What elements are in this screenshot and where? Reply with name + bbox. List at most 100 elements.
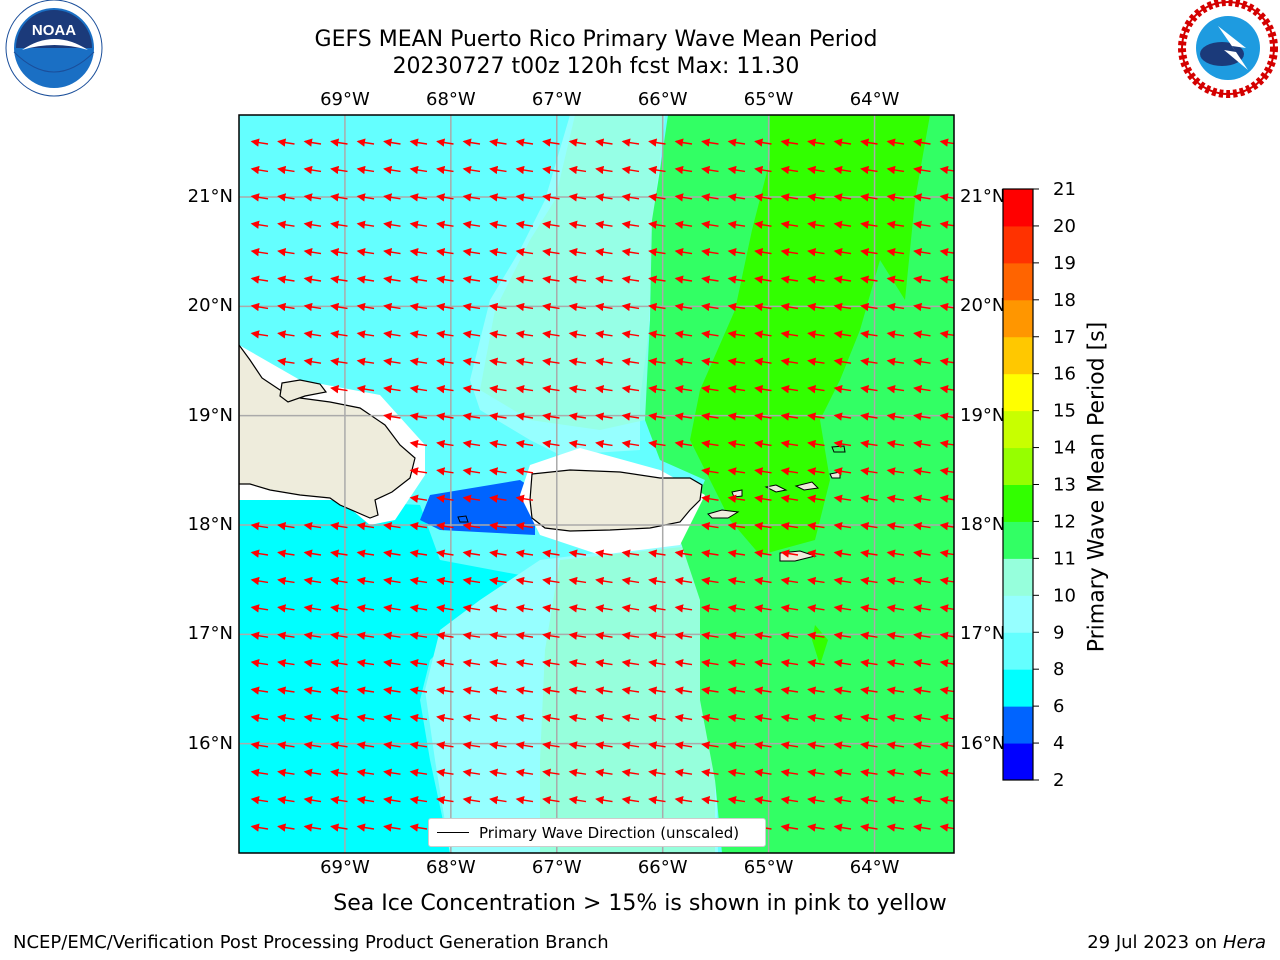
wave-arrow	[833, 248, 852, 257]
wave-arrow	[250, 576, 269, 586]
wave-arrow	[913, 741, 931, 750]
wave-arrow	[542, 796, 560, 805]
wave-arrow	[833, 823, 852, 832]
wave-arrow	[860, 412, 878, 421]
wave-arrow	[727, 522, 746, 531]
wave-arrow	[701, 494, 719, 503]
wave-arrow	[913, 796, 931, 805]
wave-arrow	[515, 659, 534, 668]
colorbar-tick-label: 8	[1053, 659, 1064, 680]
wave-arrow	[860, 522, 878, 531]
wave-arrow	[383, 275, 401, 284]
wave-arrow	[648, 439, 666, 449]
wave-arrow	[727, 686, 746, 695]
wave-arrow	[330, 193, 348, 202]
wave-arrow	[939, 193, 954, 202]
wave-arrow	[754, 549, 772, 558]
wave-arrow	[780, 631, 799, 640]
wave-arrow	[489, 330, 507, 339]
wave-arrow	[807, 659, 825, 668]
wave-arrow	[409, 193, 428, 202]
wave-arrow	[250, 165, 269, 175]
wave-arrow	[807, 385, 825, 394]
wave-arrow	[568, 330, 587, 339]
wave-arrow	[833, 522, 852, 531]
wave-arrow	[383, 248, 401, 257]
wave-arrow	[356, 385, 375, 394]
wave-arrow	[277, 165, 295, 175]
wave-arrow	[462, 494, 481, 503]
wave-arrow	[409, 138, 428, 147]
wave-arrow	[303, 220, 322, 229]
wave-arrow	[330, 659, 348, 668]
wave-arrow	[489, 439, 507, 449]
wave-arrow	[383, 686, 401, 695]
wave-arrow	[621, 357, 640, 366]
wave-arrow	[727, 165, 746, 175]
wave-arrow	[754, 220, 772, 229]
wave-arrow	[595, 248, 613, 257]
wave-arrow	[356, 713, 375, 723]
wave-arrow	[648, 357, 666, 366]
wave-arrow	[727, 659, 746, 668]
wave-arrow	[913, 302, 931, 312]
wave-arrow	[515, 522, 534, 531]
wave-arrow	[303, 248, 322, 257]
wave-arrow	[277, 659, 295, 668]
wave-arrow	[356, 275, 375, 284]
wave-arrow	[833, 631, 852, 640]
colorbar-segment	[1003, 262, 1033, 301]
wave-arrow	[542, 385, 560, 394]
wave-arrow	[780, 522, 799, 531]
wave-arrow	[674, 302, 693, 312]
wave-arrow	[462, 768, 481, 777]
wave-arrow	[754, 522, 772, 531]
wave-arrow	[648, 576, 666, 586]
wave-arrow	[780, 220, 799, 229]
wave-arrow	[886, 357, 905, 366]
wave-arrow	[833, 713, 852, 723]
wave-arrow	[754, 741, 772, 750]
wave-arrow	[701, 138, 719, 147]
wave-arrow	[383, 796, 401, 805]
wave-arrow	[913, 412, 931, 421]
wave-arrow	[409, 631, 428, 640]
wave-arrow	[330, 385, 348, 394]
wave-arrow	[303, 302, 322, 312]
wave-arrow	[780, 576, 799, 586]
wave-arrow	[701, 713, 719, 723]
wave-arrow	[250, 220, 269, 229]
wave-arrow	[330, 686, 348, 695]
wave-arrow	[939, 357, 954, 366]
wave-arrow	[250, 193, 269, 202]
wave-arrow	[621, 165, 640, 175]
map-panel	[239, 115, 954, 853]
wave-arrow	[701, 248, 719, 257]
wave-arrow	[383, 823, 401, 832]
lat-tick-label: 17°N	[187, 623, 233, 645]
wave-arrow	[383, 193, 401, 202]
wave-arrow	[860, 494, 878, 503]
noaa-logo-text: NOAA	[32, 22, 76, 39]
wave-arrow	[250, 330, 269, 339]
wave-arrow	[621, 275, 640, 284]
wave-arrow	[303, 631, 322, 640]
wave-arrow	[860, 275, 878, 284]
wave-arrow	[727, 631, 746, 640]
wave-arrow	[674, 193, 693, 202]
wave-arrow	[621, 220, 640, 229]
wave-arrow	[330, 220, 348, 229]
wave-arrow	[648, 713, 666, 723]
wave-arrow	[913, 768, 931, 777]
wave-arrow	[886, 713, 905, 723]
wave-arrow	[727, 604, 746, 613]
wave-arrow	[409, 796, 428, 805]
map-legend: Primary Wave Direction (unscaled)	[428, 818, 766, 847]
colorbar-tick-label: 20	[1053, 216, 1076, 237]
wave-arrow	[621, 330, 640, 339]
wave-arrow	[250, 522, 269, 531]
lon-tick-label: 66°W	[637, 857, 688, 878]
wave-arrow	[674, 659, 693, 668]
wave-arrow	[568, 439, 587, 449]
wave-arrow	[356, 165, 375, 175]
